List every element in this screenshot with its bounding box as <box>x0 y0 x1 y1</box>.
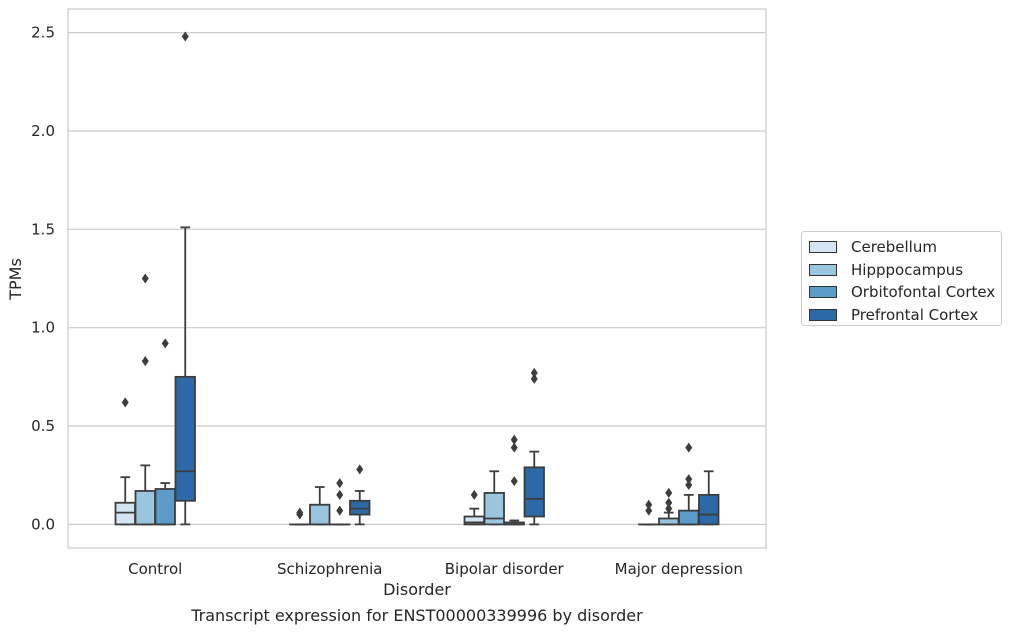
legend-item: Prefrontal Cortex <box>809 304 1001 327</box>
outlier-point <box>336 505 344 516</box>
outlier-point <box>645 499 653 510</box>
box-cerebellum <box>114 397 136 526</box>
outlier-point <box>685 474 693 485</box>
box-hipppocampus <box>134 273 156 526</box>
legend-item: Cerebellum <box>809 236 1001 259</box>
boxes-layer <box>114 31 720 526</box>
outlier-point <box>356 464 364 475</box>
box-prefrontal-cortex <box>349 464 371 526</box>
box-orbitofontal-cortex <box>503 434 525 526</box>
plot-frame <box>67 8 767 549</box>
outlier-point <box>665 503 673 514</box>
y-tick-label: 0.0 <box>31 515 55 533</box>
box-orbitofontal-cortex <box>678 442 700 526</box>
box-cerebellum <box>289 507 311 526</box>
box-prefrontal-cortex <box>523 367 545 526</box>
grid-lines <box>68 32 766 525</box>
y-tick-label: 2.0 <box>31 122 55 140</box>
outlier-point <box>685 480 693 491</box>
x-tick-label: Bipolar disorder <box>445 560 565 578</box>
outlier-point <box>510 434 518 445</box>
outlier-point <box>530 373 538 384</box>
y-tick-label: 1.5 <box>31 220 55 238</box>
x-tick-label: Schizophrenia <box>277 560 382 578</box>
outlier-point <box>336 489 344 500</box>
outlier-point <box>665 497 673 508</box>
iqr-box <box>698 493 720 526</box>
y-tick-labels: 0.0 0.5 1.0 1.5 2.0 2.5 <box>31 24 55 534</box>
outlier-point <box>336 478 344 489</box>
outlier-point <box>141 273 149 284</box>
outlier-point <box>161 338 169 349</box>
x-tick-labels: Control Schizophrenia Bipolar disorder Majo… <box>128 560 743 578</box>
legend-swatch <box>809 286 837 299</box>
iqr-box <box>349 499 371 516</box>
legend-label: Cerebellum <box>851 238 937 257</box>
y-tick-label: 2.5 <box>31 24 55 42</box>
x-tick-label: Major depression <box>615 560 743 578</box>
iqr-box <box>523 466 545 518</box>
outlier-point <box>181 31 189 42</box>
box-hipppocampus <box>483 470 505 526</box>
legend: Cerebellum Hipppocampus Orbitofontal Corte… <box>801 231 1002 326</box>
iqr-box <box>678 509 700 526</box>
box-prefrontal-cortex <box>174 31 196 526</box>
iqr-box <box>483 492 505 526</box>
box-hipppocampus <box>309 486 331 526</box>
y-tick-label: 0.5 <box>31 417 55 435</box>
box-prefrontal-cortex <box>698 470 720 526</box>
legend-swatch <box>809 308 837 321</box>
legend-swatch <box>809 241 837 254</box>
outlier-point <box>685 442 693 453</box>
box-hipppocampus <box>658 487 680 526</box>
iqr-box <box>134 490 156 526</box>
y-axis-title: TPMs <box>6 258 25 301</box>
outlier-point <box>510 442 518 453</box>
outlier-point <box>665 487 673 498</box>
iqr-box <box>309 503 331 526</box>
outlier-point <box>296 507 304 518</box>
outlier-point <box>530 367 538 378</box>
iqr-box <box>114 501 136 526</box>
figure-caption: Transcript expression for ENST0000033999… <box>191 606 643 625</box>
legend-item: Orbitofontal Cortex <box>809 281 1001 304</box>
box-orbitofontal-cortex <box>329 478 351 526</box>
box-cerebellum <box>638 499 660 526</box>
legend-label: Hipppocampus <box>851 260 964 279</box>
outlier-point <box>470 489 478 500</box>
y-tick-label: 1.0 <box>31 319 55 337</box>
box-cerebellum <box>463 489 485 526</box>
outlier-point <box>121 397 129 408</box>
legend-label: Orbitofontal Cortex <box>851 283 996 302</box>
outlier-point <box>141 356 149 367</box>
outlier-point <box>645 505 653 516</box>
x-axis-title: Disorder <box>383 580 451 599</box>
legend-item: Hipppocampus <box>809 259 1001 282</box>
outlier-point <box>510 476 518 487</box>
iqr-box <box>174 375 196 502</box>
box-orbitofontal-cortex <box>154 338 176 526</box>
x-tick-label: Control <box>128 560 182 578</box>
legend-swatch <box>809 263 837 276</box>
iqr-box <box>154 488 176 526</box>
legend-label: Prefrontal Cortex <box>851 305 979 324</box>
